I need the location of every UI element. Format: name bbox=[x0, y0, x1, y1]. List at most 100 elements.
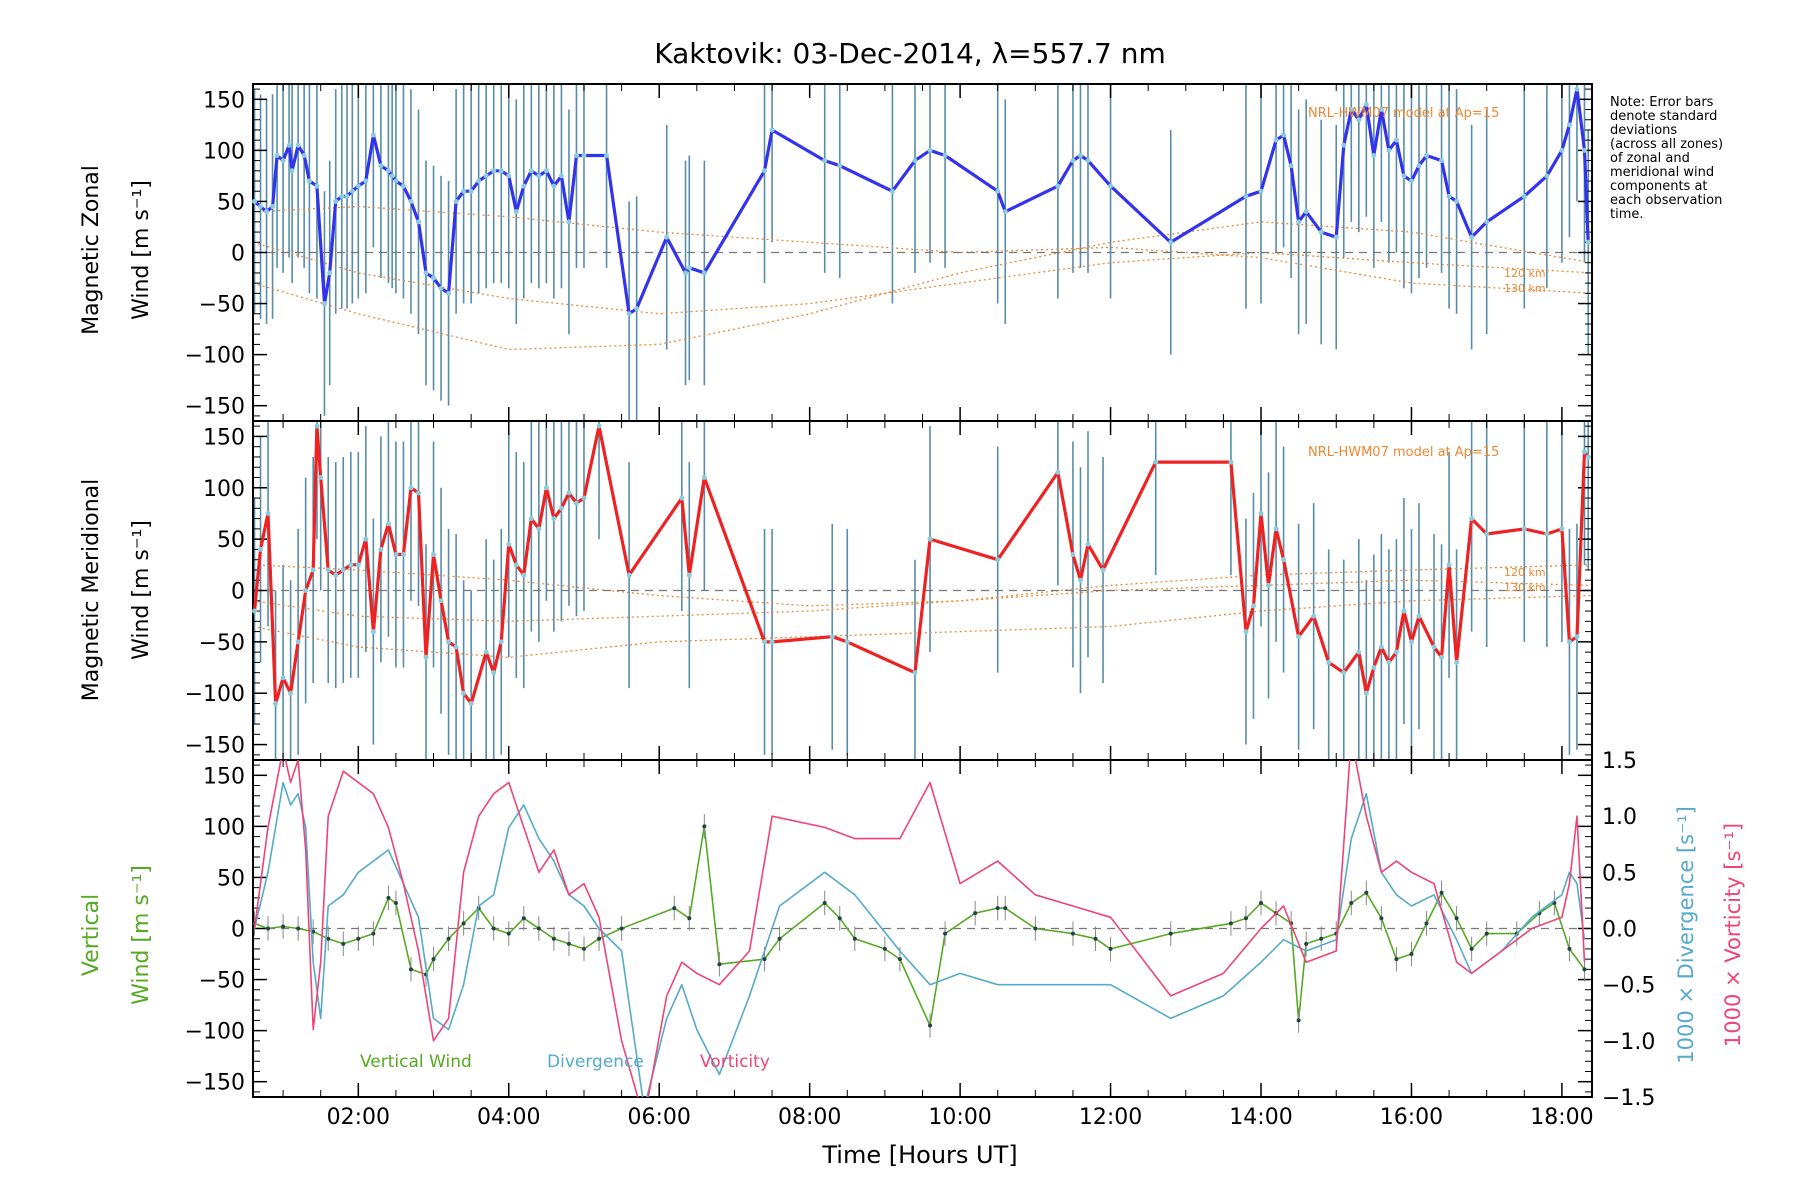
y-tick-label: 150 bbox=[203, 425, 245, 450]
data-point bbox=[528, 168, 534, 174]
data-point bbox=[1424, 152, 1430, 158]
data-point bbox=[483, 649, 489, 655]
data-point bbox=[491, 926, 496, 931]
data-point bbox=[942, 152, 948, 158]
data-point bbox=[453, 198, 459, 204]
y-tick-label: 150 bbox=[203, 88, 245, 113]
data-point bbox=[1281, 132, 1287, 138]
data-point bbox=[1544, 531, 1550, 537]
y-tick-label: 0 bbox=[231, 242, 245, 267]
x-axis-label: Time [Hours UT] bbox=[821, 1141, 1017, 1169]
data-point bbox=[483, 173, 489, 179]
data-point bbox=[393, 900, 398, 905]
data-point bbox=[252, 608, 258, 614]
data-point bbox=[385, 521, 391, 527]
data-point bbox=[393, 178, 399, 184]
data-point bbox=[408, 485, 414, 491]
data-point bbox=[438, 598, 444, 604]
data-point bbox=[1544, 173, 1550, 179]
data-point bbox=[1070, 552, 1076, 558]
data-point bbox=[1574, 634, 1580, 640]
data-point bbox=[1273, 137, 1279, 143]
data-point bbox=[1585, 454, 1591, 460]
data-point bbox=[1228, 921, 1233, 926]
vertical-wind-panel: 150 100 50 0 −50 −100 −150 02:00 04:00 06:00 08:00… bbox=[185, 749, 1656, 1130]
data-point bbox=[1585, 239, 1591, 245]
data-point bbox=[995, 188, 1001, 194]
data-point bbox=[286, 142, 292, 148]
meridional-ylabel-line1: Magnetic Meridional bbox=[79, 479, 104, 701]
data-point bbox=[415, 490, 421, 496]
data-point bbox=[1379, 916, 1384, 921]
data-point bbox=[1055, 469, 1061, 475]
data-point bbox=[928, 1023, 933, 1028]
data-point bbox=[339, 193, 345, 199]
data-point bbox=[393, 552, 399, 558]
data-point bbox=[1033, 926, 1038, 931]
error-bar-note: Note: Error bars denote standard deviati… bbox=[1610, 96, 1790, 222]
data-point bbox=[551, 183, 557, 189]
data-point bbox=[513, 562, 519, 568]
data-point bbox=[1296, 219, 1302, 225]
data-point bbox=[1446, 562, 1452, 568]
data-point bbox=[281, 924, 286, 929]
meridional-model-alt-130: 130 km bbox=[1504, 581, 1546, 594]
data-point bbox=[273, 701, 279, 706]
data-point bbox=[1266, 582, 1272, 588]
data-point bbox=[438, 285, 444, 291]
data-point bbox=[296, 926, 301, 931]
zonal-model-alt-120: 120 km bbox=[1504, 267, 1546, 280]
data-point bbox=[355, 183, 361, 189]
data-point bbox=[1002, 209, 1008, 215]
note-line: time. bbox=[1610, 207, 1644, 222]
y-tick-label: −150 bbox=[185, 734, 245, 759]
data-point bbox=[1364, 890, 1369, 895]
data-point bbox=[1168, 931, 1173, 936]
chart-title: Kaktovik: 03-Dec-2014, λ=557.7 nm bbox=[654, 37, 1165, 70]
data-point bbox=[672, 906, 677, 911]
data-point bbox=[1469, 516, 1475, 522]
data-point bbox=[702, 824, 707, 829]
data-point bbox=[1484, 531, 1490, 537]
data-point bbox=[389, 173, 395, 179]
x-tick-label: 02:00 bbox=[327, 1105, 390, 1130]
data-point bbox=[521, 183, 527, 189]
data-point bbox=[581, 946, 586, 951]
legend-vorticity: Vorticity bbox=[700, 1052, 770, 1072]
data-point bbox=[341, 941, 346, 946]
data-point bbox=[491, 168, 497, 174]
data-point bbox=[1439, 654, 1445, 660]
data-point bbox=[551, 936, 556, 941]
data-point bbox=[506, 173, 512, 179]
data-point bbox=[264, 209, 270, 215]
data-point bbox=[363, 536, 369, 542]
data-point bbox=[1378, 644, 1384, 650]
data-point bbox=[1243, 916, 1248, 921]
data-point bbox=[837, 916, 842, 921]
y-tick-label: −50 bbox=[199, 631, 245, 656]
meridional-wind-panel: 150 100 50 0 −50 −100 −150 bbox=[185, 420, 1593, 761]
data-point bbox=[1401, 608, 1407, 614]
legend-vertical-wind: Vertical Wind bbox=[360, 1052, 472, 1072]
data-point bbox=[762, 957, 767, 962]
data-point bbox=[270, 204, 276, 210]
data-point bbox=[1521, 193, 1527, 199]
data-point bbox=[321, 301, 327, 307]
data-point bbox=[604, 152, 610, 158]
data-point bbox=[1341, 670, 1347, 676]
y-tick-label: 0 bbox=[231, 580, 245, 605]
data-point bbox=[1439, 158, 1445, 164]
data-point bbox=[521, 916, 526, 921]
data-point bbox=[1378, 107, 1384, 113]
data-point bbox=[340, 567, 346, 573]
data-point bbox=[1431, 644, 1437, 650]
data-point bbox=[1077, 152, 1083, 158]
note-line: (across all zones) bbox=[1610, 137, 1724, 152]
data-point bbox=[468, 701, 474, 706]
data-point bbox=[1296, 634, 1302, 640]
note-line: meridional wind bbox=[1610, 165, 1715, 180]
data-point bbox=[551, 516, 557, 522]
zonal-ylabel-line2: Wind [m s⁻¹] bbox=[129, 180, 154, 320]
data-point bbox=[1567, 946, 1572, 951]
data-point bbox=[386, 895, 391, 900]
